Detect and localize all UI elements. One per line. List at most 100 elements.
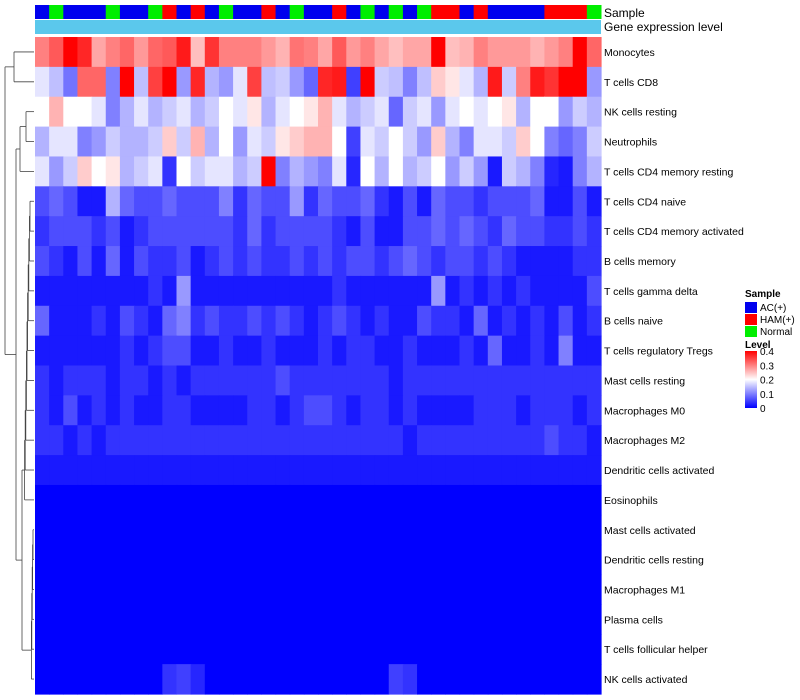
heatmap-cell — [190, 335, 206, 367]
heatmap-cell — [63, 634, 79, 665]
heatmap-cell — [374, 544, 390, 576]
heatmap-cell — [346, 216, 362, 247]
heatmap-cell — [49, 186, 64, 217]
heatmap-cell — [247, 246, 262, 277]
heatmap-cell — [544, 216, 560, 247]
heatmap-cell — [360, 455, 376, 486]
heatmap-cell — [374, 156, 390, 187]
sample-annotation-cell — [176, 5, 192, 19]
heatmap-cell — [572, 604, 588, 635]
sample-annotation-cell — [374, 5, 390, 19]
heatmap-cell — [487, 246, 503, 277]
sample-annotation-cell — [516, 5, 531, 19]
heatmap-cell — [487, 455, 503, 486]
heatmap-cell — [134, 395, 149, 426]
heatmap-cell — [303, 156, 319, 187]
heatmap-cell — [218, 365, 234, 396]
heatmap-cell — [530, 186, 545, 217]
heatmap-cell — [530, 455, 545, 486]
heatmap-cell — [417, 96, 432, 128]
heatmap-cell — [572, 305, 588, 337]
heatmap-cell — [218, 66, 234, 98]
heatmap-cell — [473, 246, 489, 277]
heatmap-cell — [332, 544, 347, 576]
heatmap-cell — [572, 514, 588, 546]
sample-annotation-cell — [459, 5, 475, 19]
heatmap-cell — [417, 216, 432, 247]
heatmap-cell — [487, 275, 503, 307]
heatmap-cell — [516, 395, 531, 426]
heatmap-cell — [247, 216, 262, 247]
heatmap-cell — [77, 514, 93, 546]
sample-annotation-cell — [190, 5, 206, 19]
heatmap-cell — [332, 664, 347, 695]
heatmap-cell — [530, 484, 545, 516]
heatmap-cell — [105, 156, 121, 187]
heatmap-cell — [204, 96, 220, 128]
heatmap-cell — [91, 275, 107, 307]
heatmap-cell — [105, 664, 121, 695]
heatmap-cell — [572, 664, 588, 695]
heatmap-cell — [176, 484, 192, 516]
heatmap-cell — [176, 305, 192, 337]
heatmap-cell — [501, 246, 517, 277]
heatmap-cell — [49, 574, 64, 606]
heatmap-cell — [218, 455, 234, 486]
legend-sample-label: HAM(+) — [760, 315, 795, 326]
heatmap-cell — [431, 156, 446, 187]
heatmap-cell — [63, 246, 79, 277]
heatmap-cell — [445, 66, 461, 98]
sample-annotation-label: Sample — [604, 6, 645, 20]
heatmap-cell — [303, 425, 319, 456]
heatmap-cell — [417, 126, 432, 158]
heatmap-cell — [247, 66, 262, 98]
heatmap-cell — [233, 484, 248, 516]
heatmap-cell — [148, 544, 163, 576]
heatmap-cell — [431, 425, 446, 456]
heatmap-cell — [49, 634, 64, 665]
heatmap-cell — [176, 96, 192, 128]
heatmap-cell — [63, 156, 79, 187]
heatmap-cell — [388, 156, 404, 187]
heatmap-cell — [388, 574, 404, 606]
row-label: NK cells activated — [604, 674, 688, 686]
heatmap-cell — [162, 574, 178, 606]
heatmap-cell — [134, 156, 149, 187]
heatmap-cell — [558, 186, 574, 217]
heatmap-cell — [49, 395, 64, 426]
heatmap-cell — [332, 425, 347, 456]
heatmap-cell — [190, 634, 206, 665]
sample-annotation-cell — [77, 5, 93, 19]
heatmap-cell — [105, 186, 121, 217]
heatmap-cell — [303, 275, 319, 307]
heatmap-cell — [218, 96, 234, 128]
heatmap-cell — [119, 544, 135, 576]
heatmap-cell — [190, 544, 206, 576]
heatmap-cell — [148, 156, 163, 187]
heatmap-cell — [586, 484, 602, 516]
heatmap-cell — [360, 216, 376, 247]
heatmap-cell — [516, 365, 531, 396]
heatmap-cell — [303, 37, 319, 68]
heatmap-cell — [417, 514, 432, 546]
heatmap-cell — [360, 305, 376, 337]
sample-annotation-cell — [332, 5, 347, 19]
heatmap-cell — [162, 395, 178, 426]
heatmap-cell — [431, 275, 446, 307]
heatmap-cell — [91, 66, 107, 98]
heatmap-cell — [119, 395, 135, 426]
heatmap-cell — [487, 365, 503, 396]
heatmap-cell — [204, 365, 220, 396]
heatmap-cell — [501, 455, 517, 486]
heatmap-cell — [148, 335, 163, 367]
heatmap-cell — [402, 514, 418, 546]
heatmap-cell — [275, 305, 291, 337]
heatmap-cell — [318, 664, 333, 695]
heatmap-cell — [204, 484, 220, 516]
heatmap-cell — [303, 544, 319, 576]
heatmap-cell — [586, 574, 602, 606]
heatmap-cell — [473, 335, 489, 367]
heatmap-cell — [247, 365, 262, 396]
heatmap-cell — [63, 305, 79, 337]
heatmap-cell — [530, 126, 545, 158]
